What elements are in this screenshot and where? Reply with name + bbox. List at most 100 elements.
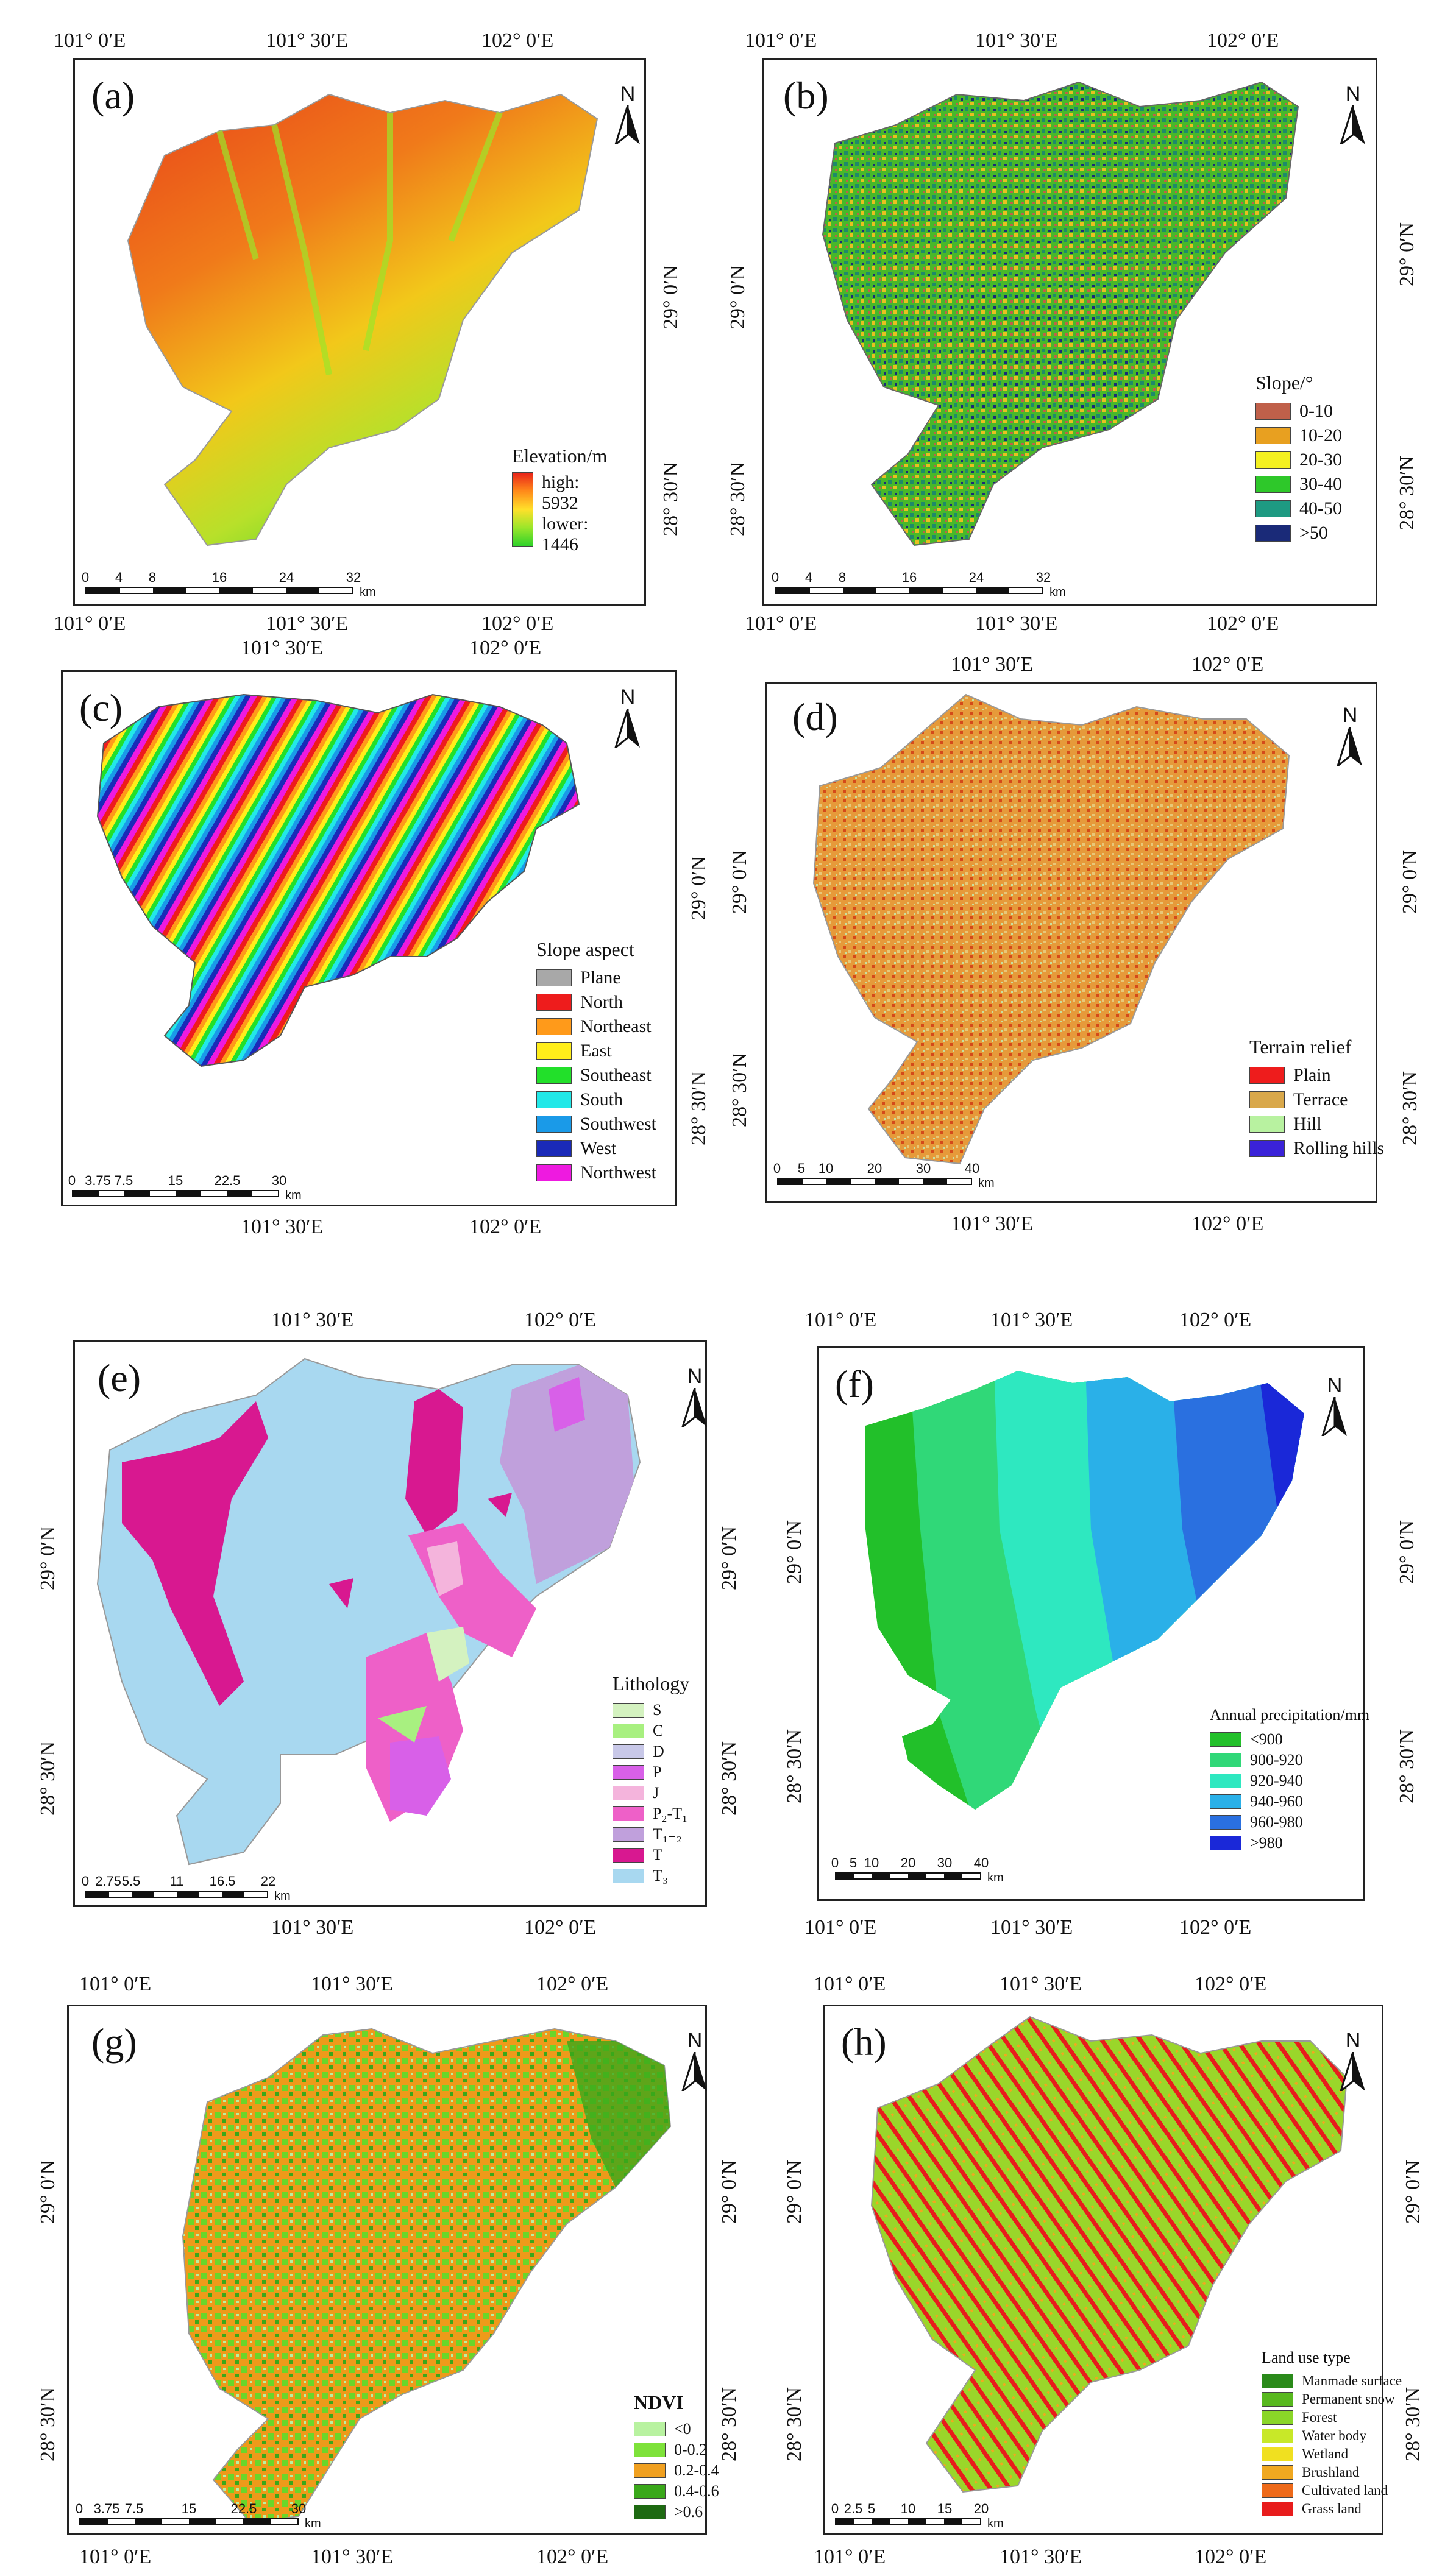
scale-tick: 11 (169, 1874, 184, 1889)
legend-item: 0-0.2 (634, 2440, 719, 2460)
legend-swatch (1255, 427, 1291, 444)
legend-item: 40-50 (1255, 497, 1342, 521)
scale-tick: 40 (973, 1855, 989, 1870)
panel-label-g: (g) (91, 2020, 137, 2064)
right-coord-1: 29° 0′N (718, 1526, 740, 1590)
legend-item: 30-40 (1255, 472, 1342, 497)
bottom-coord-2: 101° 30′E (990, 1916, 1073, 1939)
top-coord-2: 101° 30′E (1000, 1973, 1082, 1995)
slope-aspect-map (96, 693, 580, 1067)
legend-swatch (613, 1724, 644, 1738)
scale-tick: 2.75 (95, 1874, 121, 1889)
bottom-coord-3: 102° 0′E (1195, 2546, 1267, 2568)
legend-item: 20-30 (1255, 448, 1342, 472)
scale-tick: 0 (81, 1874, 90, 1889)
scale-tick: 30 (915, 1161, 931, 1176)
scale-bar-g: 0 3.75 7.5 15 22.5 30 km (76, 2501, 321, 2530)
legend-swatch (536, 1164, 572, 1181)
legend-item: T₃ (613, 1866, 689, 1886)
scale-tick: 22 (260, 1874, 276, 1889)
scale-unit: km (987, 2517, 1004, 2530)
legend-item: 920-940 (1210, 1771, 1369, 1791)
bottom-coord-1: 101° 30′E (241, 1215, 324, 1238)
bottom-coord-2: 101° 30′E (311, 2546, 394, 2568)
legend-swatch (1249, 1116, 1285, 1133)
legend-item: West (536, 1136, 656, 1161)
scale-tick: 7.5 (114, 1173, 133, 1188)
left-coord-1: 29° 0′N (728, 849, 751, 914)
legend-item: Cultivated land (1262, 2482, 1402, 2500)
north-arrow-icon: N (677, 2029, 713, 2096)
legend-item: North (536, 990, 656, 1014)
scale-tick: 10 (900, 2501, 916, 2516)
legend-swatch (1210, 1794, 1241, 1809)
top-coord-2: 102° 0′E (469, 637, 542, 659)
lithology-map (96, 1357, 641, 1866)
left-coord-2: 28° 30′N (783, 2387, 806, 2461)
legend-swatch (536, 1018, 572, 1035)
north-arrow-icon: N (1335, 82, 1371, 149)
legend-item: 0.2-0.4 (634, 2460, 719, 2481)
right-coord-1: 29° 0′N (1399, 849, 1421, 914)
north-arrow-icon: N (609, 685, 646, 752)
legend-swatch (1255, 525, 1291, 542)
right-coord-2: 28° 30′N (718, 1741, 740, 1816)
precipitation-map (865, 1371, 1304, 1810)
scale-tick: 3.75 (85, 1173, 111, 1188)
top-coord-2: 101° 30′E (975, 29, 1058, 52)
left-coord-2: 28° 30′N (37, 1741, 59, 1816)
top-coord-3: 102° 0′E (1207, 29, 1279, 52)
bottom-coord-2: 102° 0′E (524, 1916, 597, 1939)
legend-item: Northwest (536, 1161, 656, 1185)
legend-item: Grass land (1262, 2500, 1402, 2518)
right-coord-2: 28° 30′N (718, 2387, 740, 2461)
legend-title: Terrain relief (1249, 1036, 1352, 1058)
scale-tick: 5.5 (121, 1874, 141, 1889)
bottom-coord-2: 101° 30′E (266, 612, 349, 635)
scale-tick: 15 (168, 1173, 183, 1188)
top-coord-1: 101° 0′E (54, 29, 126, 52)
left-coord-1: 29° 0′N (726, 264, 749, 329)
left-coord-2: 28° 30′N (783, 1729, 806, 1803)
scale-tick: 5 (867, 2501, 876, 2516)
scale-tick: 32 (1035, 570, 1051, 585)
north-arrow-icon: N (609, 82, 646, 149)
bottom-coord-1: 101° 30′E (271, 1916, 354, 1939)
legend-item: Plain (1249, 1063, 1384, 1088)
legend-swatch (536, 1067, 572, 1084)
terrain-relief-map (812, 693, 1290, 1165)
top-coord-1: 101° 30′E (271, 1309, 354, 1331)
top-coord-2: 102° 0′E (1191, 653, 1264, 676)
north-arrow-icon: N (1335, 2029, 1371, 2096)
top-coord-3: 102° 0′E (1179, 1309, 1252, 1331)
legend-item: South (536, 1088, 656, 1112)
elevation-map (127, 93, 598, 547)
top-coord-3: 102° 0′E (536, 1973, 609, 1995)
legend-f: Annual precipitation/mm <900 900-920 920… (1210, 1706, 1369, 1853)
bottom-coord-3: 102° 0′E (536, 2546, 609, 2568)
legend-swatch (634, 2443, 666, 2457)
top-coord-2: 101° 30′E (990, 1309, 1073, 1331)
legend-swatch (1210, 1732, 1241, 1747)
right-coord-2: 28° 30′N (1396, 455, 1418, 530)
scale-unit: km (274, 1889, 291, 1903)
scale-unit: km (1049, 586, 1066, 599)
legend-swatch (613, 1703, 644, 1718)
north-arrow-icon: N (1332, 704, 1368, 771)
legend-g: NDVI <0 0-0.2 0.2-0.4 0.4-0.6 >0.6 (634, 2391, 719, 2522)
bottom-coord-1: 101° 0′E (814, 2546, 886, 2568)
legend-item: 940-960 (1210, 1791, 1369, 1812)
legend-swatch (1210, 1815, 1241, 1830)
scale-tick: 24 (279, 570, 294, 585)
scale-bar-c: 0 3.75 7.5 15 22.5 30 km (68, 1173, 302, 1202)
panel-label-a: (a) (91, 74, 135, 117)
legend-item: Brushland (1262, 2463, 1402, 2482)
legend-item: <0 (634, 2419, 719, 2440)
legend-swatch (613, 1744, 644, 1759)
panel-label-c: (c) (79, 686, 123, 729)
legend-swatch (613, 1869, 644, 1883)
legend-item: Northeast (536, 1014, 656, 1039)
scale-tick: 16 (901, 570, 917, 585)
legend-item: Manmade surface (1262, 2372, 1402, 2390)
bottom-coord-3: 102° 0′E (481, 612, 554, 635)
